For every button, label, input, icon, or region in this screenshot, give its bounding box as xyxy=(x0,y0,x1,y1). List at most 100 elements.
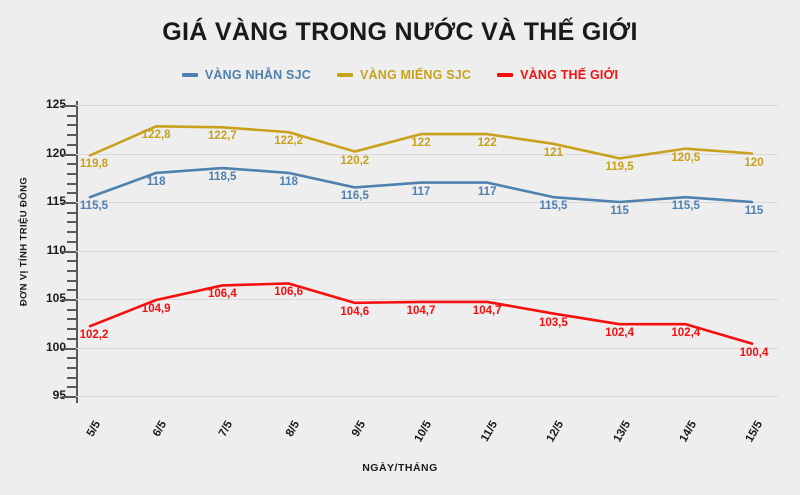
y-tick-minor xyxy=(67,163,76,166)
data-point-label: 104,7 xyxy=(472,304,502,317)
data-point-label: 117 xyxy=(411,185,431,198)
data-point-label: 102,4 xyxy=(605,327,634,340)
series-lines xyxy=(88,125,754,345)
y-tick-minor xyxy=(67,337,76,340)
data-point-label: 121 xyxy=(543,146,563,159)
data-point-label: 115,5 xyxy=(539,200,568,213)
y-tick-major xyxy=(62,153,76,156)
gridline xyxy=(76,250,778,252)
data-point-label: 115,5 xyxy=(79,200,109,213)
y-tick-label: 120 xyxy=(45,145,66,160)
y-tick-minor xyxy=(67,231,76,234)
plot-area: 115,5 118 118,5 118 116,5 117 117 115,5 115 115,5… xyxy=(76,105,778,397)
y-tick-minor xyxy=(67,308,76,311)
y-tick-minor xyxy=(67,269,76,272)
data-point-label: 104,6 xyxy=(340,305,370,318)
y-tick-minor xyxy=(67,279,76,282)
series-line-1 xyxy=(88,166,754,204)
gridline xyxy=(76,153,778,155)
y-tick-label: 110 xyxy=(46,242,66,257)
y-tick-minor xyxy=(67,376,76,379)
data-point-label: 106,4 xyxy=(208,288,237,301)
data-point-label: 122 xyxy=(411,137,431,150)
y-tick-label: 105 xyxy=(45,291,66,305)
data-point-label: 104,9 xyxy=(141,302,171,315)
legend-item-3[interactable]: VÀNG THẾ GIỚI xyxy=(497,68,618,82)
data-point-label: 120,2 xyxy=(340,154,370,167)
data-point-label: 120 xyxy=(744,156,764,169)
x-axis-title: NGÀY/THÁNG xyxy=(362,462,438,474)
data-point-label: 116,5 xyxy=(340,190,369,203)
legend-swatch-icon xyxy=(181,73,198,77)
y-tick-minor xyxy=(67,172,76,175)
y-tick-major xyxy=(62,299,76,301)
y-tick-minor xyxy=(67,134,76,137)
y-tick-label: 115 xyxy=(46,194,66,208)
data-point-label: 115 xyxy=(610,205,629,217)
y-tick-minor xyxy=(67,357,76,360)
y-tick-minor xyxy=(67,328,76,331)
y-axis-line xyxy=(76,101,78,403)
series-line-3 xyxy=(88,282,754,345)
y-tick-minor xyxy=(67,289,76,292)
legend-swatch-icon xyxy=(497,73,514,77)
y-tick-label: 100 xyxy=(45,339,66,354)
data-point-label: 122,2 xyxy=(274,135,303,148)
y-tick-minor xyxy=(67,124,76,127)
data-point-label: 100,4 xyxy=(739,346,769,359)
data-point-label: 102,4 xyxy=(671,327,701,340)
data-point-label: 120,5 xyxy=(671,151,701,164)
gridline xyxy=(76,105,778,106)
data-point-label: 118,5 xyxy=(208,171,237,184)
legend-item-2[interactable]: VÀNG MIẾNG SJC xyxy=(336,68,472,82)
y-tick-minor xyxy=(67,114,76,117)
legend-label: VÀNG THẾ GIỚI xyxy=(520,68,619,82)
data-point-label: 122 xyxy=(477,137,497,150)
y-axis-tick-labels: 95 100 105 110 115 120 125 xyxy=(8,0,66,495)
y-tick-major xyxy=(62,347,76,350)
y-tick-minor xyxy=(67,211,76,214)
y-tick-major xyxy=(62,396,76,398)
legend-swatch-icon xyxy=(336,73,353,77)
legend-label: VÀNG NHẪN SJC xyxy=(204,68,311,82)
y-tick-minor xyxy=(67,260,76,263)
y-tick-minor xyxy=(67,386,76,389)
series-line-2 xyxy=(88,125,754,160)
gridline xyxy=(76,347,778,349)
y-tick-major xyxy=(62,250,76,253)
y-tick-label: 125 xyxy=(45,97,66,111)
data-point-label: 119,5 xyxy=(605,161,634,174)
data-point-label: 118 xyxy=(146,175,166,188)
gridline xyxy=(76,299,778,300)
data-point-label: 103,5 xyxy=(539,316,568,329)
legend-item-1[interactable]: VÀNG NHẪN SJC xyxy=(181,68,311,82)
y-tick-minor xyxy=(67,182,76,185)
y-tick-minor xyxy=(67,318,76,321)
y-tick-minor xyxy=(67,192,76,195)
data-point-label: 122,8 xyxy=(141,129,171,142)
data-point-label: 115 xyxy=(744,205,764,217)
data-point-label: 122,7 xyxy=(208,130,237,143)
y-tick-minor xyxy=(67,143,76,146)
gridline xyxy=(76,396,778,397)
data-point-label: 104,7 xyxy=(406,304,436,317)
y-tick-major xyxy=(62,202,76,204)
y-tick-major xyxy=(62,105,76,107)
data-point-label: 102,2 xyxy=(79,329,109,342)
chart-legend: VÀNG NHẪN SJC VÀNG MIẾNG SJC VÀNG THẾ GIỚI xyxy=(0,68,800,82)
data-point-label: 115,5 xyxy=(671,200,700,213)
data-point-label: 106,6 xyxy=(274,286,303,299)
y-tick-minor xyxy=(67,366,76,369)
y-axis-title: ĐƠN VỊ TÍNH TRIỆU ĐỒNG xyxy=(18,176,30,307)
y-tick-minor xyxy=(67,221,76,224)
x-axis-tick-labels: 5/5 6/5 7/5 8/5 9/5 10/5 11/5 12/5 13/5 14/5 15/5 xyxy=(0,416,800,462)
y-tick-minor xyxy=(67,240,76,243)
legend-label: VÀNG MIẾNG SJC xyxy=(359,68,472,82)
gridline xyxy=(76,202,778,203)
data-point-label: 117 xyxy=(477,185,497,198)
y-tick-label: 95 xyxy=(52,388,66,402)
chart-title: GIÁ VÀNG TRONG NƯỚC VÀ THẾ GIỚI xyxy=(162,18,638,46)
data-point-label: 118 xyxy=(279,175,298,188)
data-point-label: 119,8 xyxy=(79,158,109,171)
